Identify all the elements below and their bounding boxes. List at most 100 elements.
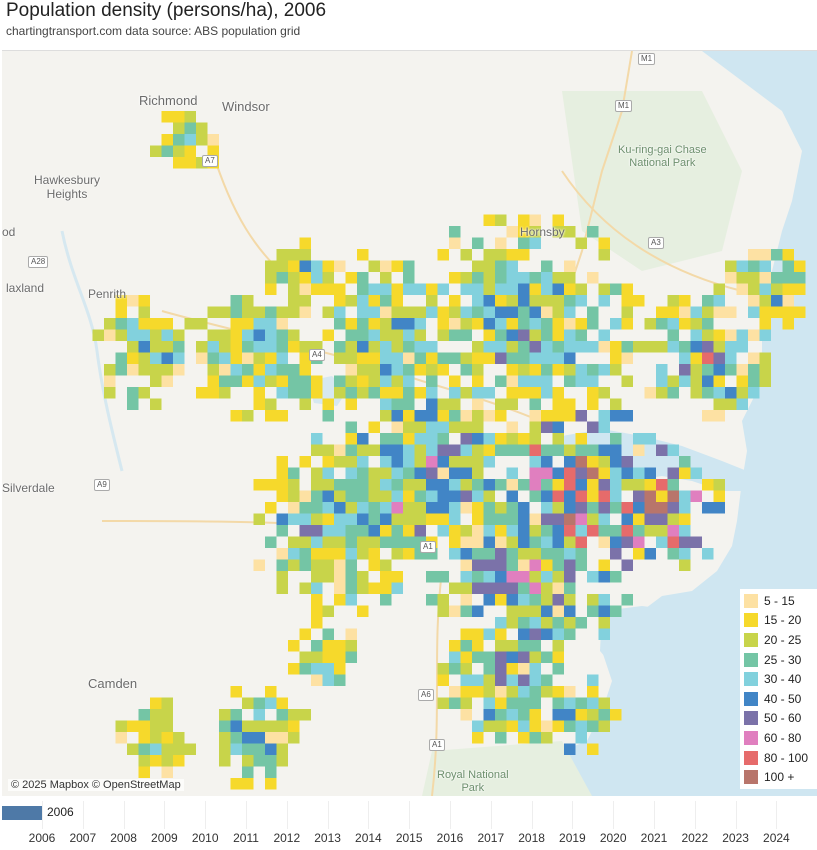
density-cell[interactable] (541, 364, 553, 376)
density-cell[interactable] (598, 628, 611, 641)
density-cell[interactable] (150, 755, 162, 767)
density-cell[interactable] (380, 260, 392, 273)
density-cell[interactable] (621, 410, 634, 422)
density-cell[interactable] (518, 582, 530, 595)
density-cell[interactable] (621, 513, 634, 526)
year-label[interactable]: 2023 (722, 831, 749, 845)
density-cell[interactable] (748, 283, 760, 296)
density-cell[interactable] (380, 387, 392, 399)
density-cell[interactable] (460, 686, 473, 698)
density-cell[interactable] (403, 479, 415, 491)
density-cell[interactable] (575, 720, 588, 733)
density-cell[interactable] (449, 237, 461, 250)
density-cell[interactable] (679, 548, 691, 560)
density-cell[interactable] (483, 352, 496, 365)
density-cell[interactable] (414, 467, 427, 480)
density-cell[interactable] (127, 318, 139, 330)
density-cell[interactable] (483, 663, 496, 675)
density-cell[interactable] (748, 364, 760, 376)
density-cell[interactable] (449, 387, 461, 399)
density-cell[interactable] (242, 364, 254, 376)
density-cell[interactable] (288, 249, 300, 261)
year-label[interactable]: 2024 (763, 831, 790, 845)
density-cell[interactable] (426, 398, 438, 411)
density-cell[interactable] (518, 709, 530, 721)
density-cell[interactable] (552, 720, 565, 733)
density-cell[interactable] (702, 329, 714, 342)
density-cell[interactable] (357, 387, 369, 399)
density-cell[interactable] (621, 306, 634, 319)
density-cell[interactable] (437, 306, 450, 319)
density-cell[interactable] (322, 490, 335, 503)
density-cell[interactable] (437, 467, 450, 480)
density-cell[interactable] (288, 548, 300, 560)
density-cell[interactable] (656, 306, 668, 319)
density-cell[interactable] (322, 640, 335, 652)
density-cell[interactable] (414, 490, 427, 503)
density-cell[interactable] (759, 364, 772, 376)
density-cell[interactable] (702, 318, 714, 330)
density-cell[interactable] (230, 352, 243, 365)
density-cell[interactable] (253, 720, 266, 733)
density-cell[interactable] (621, 456, 634, 468)
density-cell[interactable] (403, 456, 415, 468)
density-cell[interactable] (495, 697, 507, 710)
density-cell[interactable] (288, 536, 300, 549)
density-cell[interactable] (771, 283, 783, 296)
density-cell[interactable] (587, 571, 599, 583)
density-cell[interactable] (472, 582, 484, 595)
density-cell[interactable] (495, 444, 507, 457)
density-cell[interactable] (495, 640, 507, 652)
density-cell[interactable] (518, 375, 530, 388)
year-label[interactable]: 2015 (395, 831, 423, 845)
density-cell[interactable] (449, 490, 461, 503)
density-cell[interactable] (564, 513, 576, 526)
density-cell[interactable] (495, 502, 507, 514)
density-cell[interactable] (368, 387, 381, 399)
density-cell[interactable] (138, 387, 151, 399)
density-cell[interactable] (575, 525, 588, 537)
density-cell[interactable] (276, 467, 289, 480)
density-cell[interactable] (667, 295, 680, 307)
density-cell[interactable] (564, 559, 576, 572)
density-cell[interactable] (610, 398, 622, 411)
density-cell[interactable] (495, 318, 507, 330)
density-cell[interactable] (207, 145, 220, 158)
density-cell[interactable] (391, 318, 404, 330)
density-cell[interactable] (299, 364, 312, 376)
density-cell[interactable] (518, 249, 530, 261)
density-cell[interactable] (794, 283, 806, 296)
density-cell[interactable] (449, 605, 461, 618)
density-cell[interactable] (736, 272, 749, 284)
density-cell[interactable] (380, 283, 392, 296)
density-cell[interactable] (357, 525, 369, 537)
density-cell[interactable] (184, 318, 197, 330)
density-cell[interactable] (391, 329, 404, 342)
density-cell[interactable] (552, 617, 565, 629)
density-cell[interactable] (460, 456, 473, 468)
density-cell[interactable] (529, 674, 542, 687)
density-cell[interactable] (748, 329, 760, 342)
legend-item[interactable]: 5 - 15 (744, 591, 817, 611)
density-cell[interactable] (679, 559, 691, 572)
density-cell[interactable] (138, 755, 151, 767)
density-cell[interactable] (230, 306, 243, 319)
density-cell[interactable] (552, 467, 565, 480)
density-cell[interactable] (276, 697, 289, 710)
density-cell[interactable] (644, 479, 657, 491)
density-cell[interactable] (483, 686, 496, 698)
density-cell[interactable] (242, 732, 254, 744)
density-cell[interactable] (541, 513, 553, 526)
density-cell[interactable] (483, 582, 496, 595)
density-cell[interactable] (426, 433, 438, 445)
density-cell[interactable] (161, 755, 174, 767)
density-cell[interactable] (391, 375, 404, 388)
density-cell[interactable] (150, 743, 162, 756)
density-cell[interactable] (403, 433, 415, 445)
density-cell[interactable] (541, 341, 553, 353)
density-cell[interactable] (311, 444, 323, 457)
density-cell[interactable] (357, 548, 369, 560)
density-cell[interactable] (403, 421, 415, 434)
density-cell[interactable] (426, 548, 438, 560)
density-cell[interactable] (518, 502, 530, 514)
